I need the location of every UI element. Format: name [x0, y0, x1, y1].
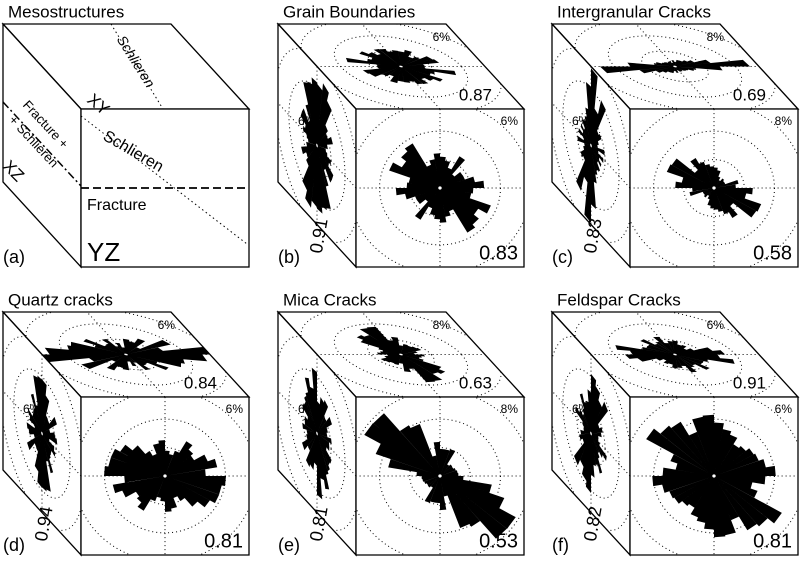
schlieren-line — [110, 23, 164, 110]
rose-center — [41, 431, 43, 436]
anisotropy-value: 0.82 — [580, 505, 606, 543]
rose-frame — [348, 101, 533, 275]
panel-title: Mica Cracks — [283, 290, 377, 309]
anisotropy-value: 0.91 — [733, 373, 766, 392]
anisotropy-value: 0.63 — [459, 373, 492, 392]
scale-label: 6% — [298, 402, 316, 416]
anisotropy-value: 0.83 — [580, 217, 606, 255]
anisotropy-value: 0.94 — [31, 505, 57, 543]
rose-center — [590, 431, 592, 436]
rose-center — [163, 474, 167, 478]
panel-title: Grain Boundaries — [283, 2, 415, 21]
panel: Intergranular Cracks 8% 0.69 6% 0.83 8% 0.58 (c… — [550, 2, 800, 275]
rose-center — [712, 186, 716, 190]
panel-label: (e) — [278, 535, 300, 555]
fracture-line — [2, 101, 82, 187]
scale-label: 6% — [572, 402, 590, 416]
panel: Feldspar Cracks 6% 0.91 6% 0.82 6% 0.81 (f) — [550, 290, 800, 563]
panel: Mica Cracks 8% 0.63 6% 0.81 8% 0.53 (e) — [276, 290, 533, 563]
panel-label: (d) — [3, 535, 25, 555]
scale-label: 6% — [775, 402, 793, 416]
scale-label: 8% — [501, 402, 519, 416]
scale-label: 8% — [433, 318, 451, 332]
rose-center — [590, 143, 592, 148]
anisotropy-value: 0.81 — [753, 530, 792, 552]
rose-center — [316, 431, 318, 436]
rose-center — [438, 186, 442, 190]
anisotropy-value: 0.81 — [306, 505, 332, 543]
plane-label: YZ — [87, 237, 120, 267]
rose-center — [712, 474, 716, 478]
scale-label: 6% — [707, 318, 725, 332]
panel: Grain Boundaries 6% 0.87 6% 0.91 6% 0.83 (b) — [276, 2, 533, 275]
face-content — [622, 389, 800, 563]
face-content — [622, 101, 800, 275]
rose-center — [399, 353, 403, 356]
anisotropy-value: 0.83 — [479, 242, 518, 264]
face-content — [73, 389, 258, 563]
panel: Quartz cracks 6% 0.84 6% 0.94 6% 0.81 (d) — [1, 290, 258, 563]
rose-frame — [622, 389, 800, 563]
rose-center — [673, 353, 677, 356]
rose-frame — [73, 389, 258, 563]
scale-label: 6% — [226, 402, 244, 416]
rose-frame — [622, 101, 800, 275]
panel-title: Intergranular Cracks — [557, 2, 711, 21]
scale-label: 8% — [775, 114, 793, 128]
panel: Mesostructures Schlieren XY Fracture + +… — [0, 2, 251, 269]
scale-label: 6% — [501, 114, 519, 128]
grid-circle — [410, 448, 470, 505]
anisotropy-value: 0.53 — [479, 530, 518, 552]
anisotropy-value: 0.91 — [306, 217, 332, 255]
rose-frame — [348, 389, 533, 563]
face-content — [348, 389, 533, 563]
anisotropy-value: 0.69 — [733, 85, 766, 104]
trace-label: Fracture — [87, 197, 147, 214]
rose-center — [399, 65, 403, 68]
face-content — [348, 101, 533, 275]
scale-label: 6% — [298, 114, 316, 128]
scale-label: 6% — [158, 318, 176, 332]
anisotropy-value: 0.87 — [459, 85, 492, 104]
rose-center — [673, 65, 677, 68]
panel-title: Feldspar Cracks — [557, 290, 681, 309]
rose-center — [124, 353, 128, 356]
scale-label: 6% — [572, 114, 590, 128]
anisotropy-value: 0.81 — [204, 530, 243, 552]
scale-label: 8% — [707, 30, 725, 44]
panel-label: (f) — [552, 535, 569, 555]
rose-center — [438, 474, 442, 478]
panel-label: (b) — [278, 247, 300, 267]
panel-label: (c) — [552, 247, 573, 267]
scale-label: 6% — [23, 402, 41, 416]
panel-title: Quartz cracks — [8, 290, 113, 309]
panel-title: Mesostructures — [8, 2, 124, 21]
rose-center — [316, 143, 318, 148]
anisotropy-value: 0.84 — [184, 373, 217, 392]
anisotropy-value: 0.58 — [753, 242, 792, 264]
scale-label: 6% — [433, 30, 451, 44]
schlieren-line — [80, 115, 248, 245]
panel-label: (a) — [3, 247, 25, 267]
